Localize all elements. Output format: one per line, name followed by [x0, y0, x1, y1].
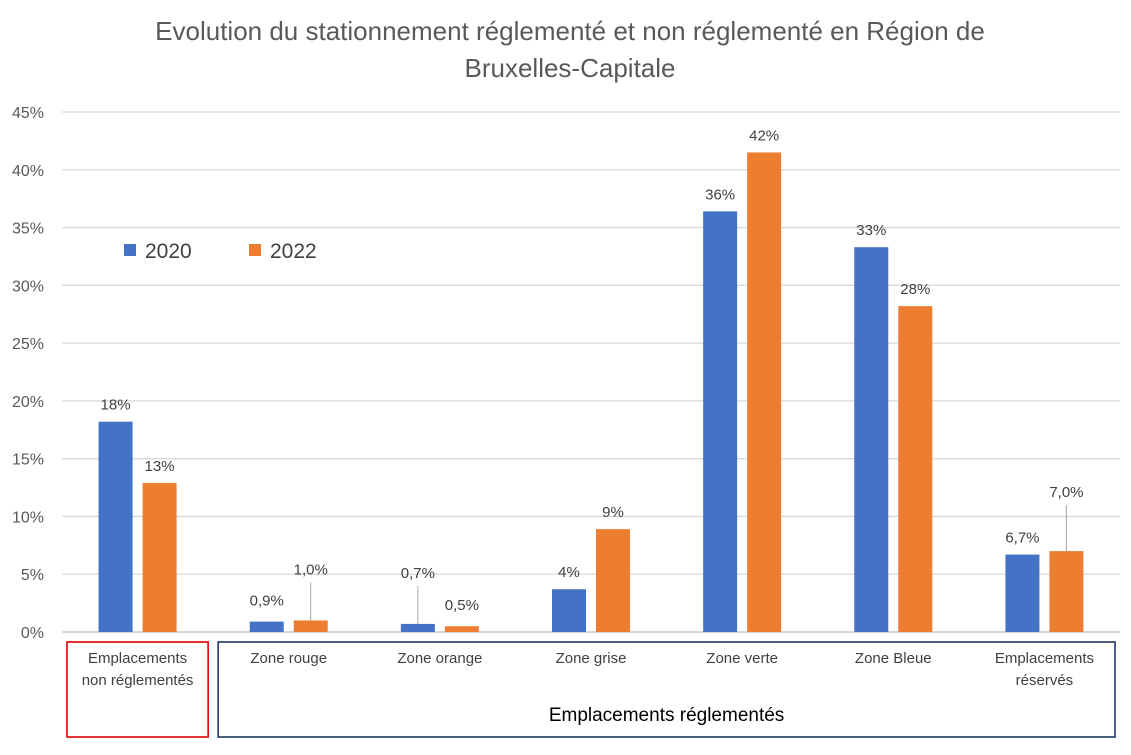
data-label: 28%	[900, 281, 930, 298]
category-label: Zone Bleue	[855, 650, 932, 667]
y-tick-label: 10%	[12, 509, 44, 526]
category-label: Emplacements	[88, 650, 187, 667]
bar-2020	[854, 247, 889, 632]
category-label: Zone orange	[397, 650, 482, 667]
bar-2022	[1049, 551, 1084, 632]
y-tick-label: 5%	[21, 567, 44, 584]
data-label: 33%	[856, 222, 886, 239]
legend-swatch	[124, 244, 136, 256]
data-label: 6,7%	[1005, 530, 1039, 547]
category-group-box	[217, 641, 1116, 738]
x-axis: Emplacements non réglementés Zone rouge Zon…	[82, 650, 1094, 689]
chart-title: Evolution du stationnement réglementé et…	[155, 16, 985, 83]
bar-2020	[98, 421, 133, 632]
data-labels: 18% 0,9% 0,7% 4% 36% 33% 6,7% 13% 1,0% 0,5% 9% 42% 2…	[101, 127, 1084, 624]
group-label: Emplacements réglementés	[549, 705, 785, 726]
legend-label: 2020	[145, 240, 192, 263]
bar-2020	[552, 589, 586, 632]
y-tick-label: 25%	[12, 336, 44, 353]
category-groups: Emplacements réglementés	[66, 641, 1116, 738]
y-tick-label: 30%	[12, 278, 44, 295]
bar-2022	[444, 626, 479, 632]
category-label: non réglementés	[82, 672, 194, 689]
data-label: 36%	[705, 186, 735, 203]
bar-2022	[898, 306, 933, 632]
chart-title-line-1: Evolution du stationnement réglementé et…	[155, 16, 985, 46]
data-label: 1,0%	[294, 561, 328, 578]
bars	[98, 152, 1084, 632]
bar-2020	[400, 623, 435, 632]
category-group-box	[66, 641, 209, 738]
y-tick-label: 35%	[12, 221, 44, 238]
data-label: 0,7%	[401, 565, 435, 582]
data-label: 18%	[101, 397, 131, 414]
bar-2022	[293, 620, 328, 632]
category-label: Zone rouge	[250, 650, 327, 667]
bar-2020	[703, 211, 738, 632]
y-tick-label: 20%	[12, 394, 44, 411]
data-label: 9%	[602, 504, 624, 521]
data-label: 13%	[145, 458, 175, 475]
y-tick-label: 40%	[12, 163, 44, 180]
category-label: Zone grise	[556, 650, 627, 667]
chart-title-line-2: Bruxelles-Capitale	[465, 53, 676, 83]
bar-2020	[249, 621, 284, 632]
y-axis: 0% 5% 10% 15% 20% 25% 30% 35% 40% 45%	[12, 105, 44, 642]
category-label: Emplacements	[995, 650, 1094, 667]
data-label: 0,5%	[445, 597, 479, 614]
bar-2022	[142, 482, 177, 632]
data-label: 0,9%	[250, 593, 284, 610]
data-label: 42%	[749, 127, 779, 144]
data-label: 4%	[558, 564, 580, 581]
category-label: Zone verte	[706, 650, 778, 667]
bar-2022	[596, 529, 630, 632]
bar-2020	[1005, 554, 1040, 632]
bar-2022	[747, 152, 782, 632]
legend-swatch	[249, 244, 261, 256]
data-label: 7,0%	[1049, 484, 1083, 501]
category-label: réservés	[1016, 672, 1074, 689]
gridlines	[62, 111, 1120, 633]
legend: 2020 2022	[124, 240, 317, 263]
y-tick-label: 0%	[21, 625, 44, 642]
legend-label: 2022	[270, 240, 317, 263]
y-tick-label: 45%	[12, 105, 44, 122]
y-tick-label: 15%	[12, 452, 44, 469]
